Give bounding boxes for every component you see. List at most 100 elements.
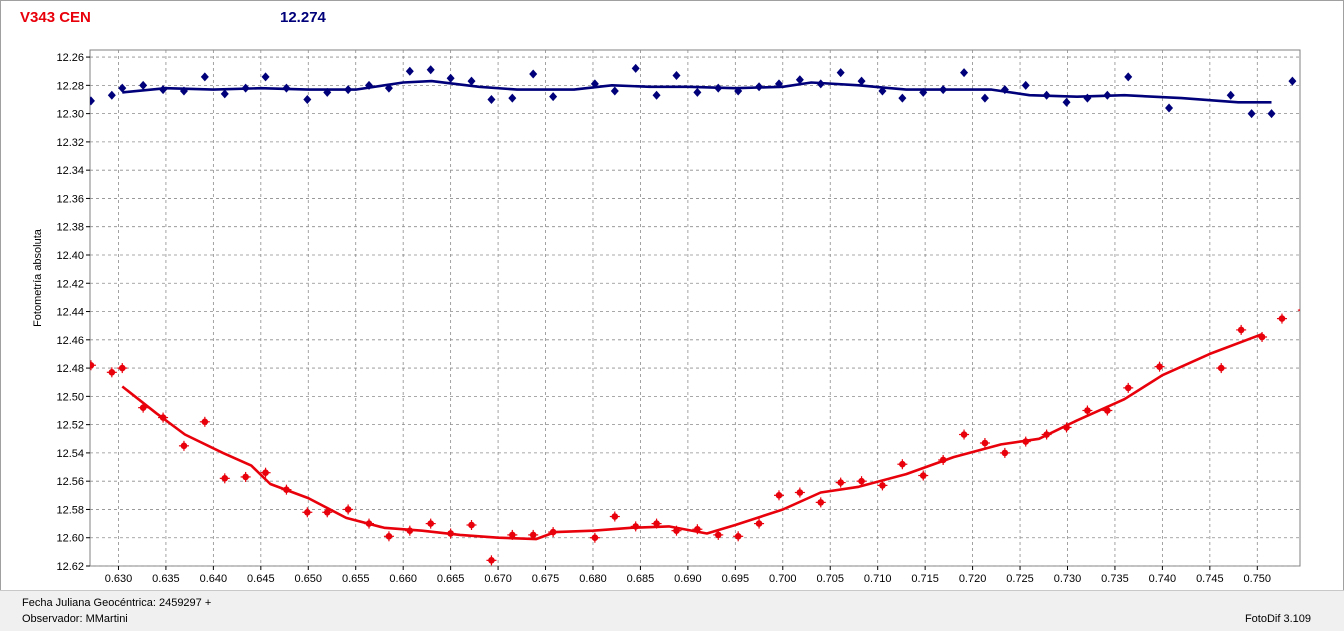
variable-point	[322, 507, 333, 518]
x-tick-label: 0.660	[389, 573, 417, 585]
comparison-point	[1103, 90, 1112, 100]
variable-point	[1020, 436, 1031, 447]
variable-point	[260, 467, 271, 478]
x-tick-label: 0.640	[200, 573, 228, 585]
variable-point	[302, 507, 313, 518]
comparison-point	[405, 66, 414, 76]
x-tick-label: 0.710	[864, 573, 892, 585]
x-tick-label: 0.630	[105, 573, 133, 585]
variable-point	[1236, 324, 1247, 335]
comparison-point	[467, 76, 476, 86]
comparison-point	[1165, 103, 1174, 113]
variable-point	[794, 487, 805, 498]
comparison-point	[344, 85, 353, 95]
x-tick-label: 0.670	[484, 573, 512, 585]
variable-point	[938, 454, 949, 465]
comparison-point	[139, 80, 148, 90]
comparison-point	[631, 63, 640, 73]
x-tick-label: 0.715	[911, 573, 939, 585]
comparison-point	[1267, 109, 1276, 119]
variable-point	[773, 490, 784, 501]
variable-point	[528, 529, 539, 540]
x-tick-label: 0.695	[722, 573, 750, 585]
light-curve-chart: 0.630 0.635 0.640 0.645 0.650 0.655 0.660 0.665…	[32, 49, 1317, 585]
star-name: V343 CEN	[20, 9, 91, 26]
variable-point	[835, 477, 846, 488]
comparison-point	[107, 90, 116, 100]
y-tick-label: 12.28	[56, 80, 84, 92]
variable-point	[1276, 313, 1287, 324]
y-tick-label: 12.26	[56, 52, 84, 64]
y-tick-label: 12.46	[56, 335, 84, 347]
variable-point	[466, 520, 477, 531]
y-tick-label: 12.62	[56, 561, 84, 573]
status-footer: Fecha Juliana Geocéntrica: 2459297 + Obs…	[0, 590, 1344, 631]
comparison-point	[1309, 96, 1317, 105]
variable-point	[138, 402, 149, 413]
plot-area	[89, 49, 1301, 567]
comparison-point	[795, 75, 804, 85]
variable-point	[1041, 429, 1052, 440]
comparison-point	[446, 73, 455, 83]
comparison-point	[734, 86, 743, 96]
variable-point	[815, 497, 826, 508]
comparison-point	[426, 65, 435, 75]
comparison-point	[652, 90, 661, 100]
variable-point	[959, 429, 970, 440]
variable-point	[364, 518, 375, 529]
variable-point	[425, 518, 436, 529]
y-tick-label: 12.50	[56, 391, 84, 403]
comparison-point	[549, 92, 558, 102]
variable-point	[178, 440, 189, 451]
comparison-point	[487, 94, 496, 104]
y-axis-label: Fotometría absoluta	[32, 228, 44, 327]
variable-point	[548, 527, 559, 538]
y-tick-label: 12.48	[56, 363, 84, 375]
x-tick-label: 0.665	[437, 573, 465, 585]
x-tick-label: 0.650	[295, 573, 323, 585]
variable-point	[713, 529, 724, 540]
comparison-point	[508, 93, 517, 103]
comparison-point	[980, 93, 989, 103]
comparison-point	[898, 93, 907, 103]
variable-point	[609, 511, 620, 522]
comparison-point	[200, 72, 209, 82]
variable-point	[897, 459, 908, 470]
variable-point	[106, 367, 117, 378]
variable-point	[1102, 405, 1113, 416]
variable-point	[856, 476, 867, 487]
x-tick-label: 0.690	[674, 573, 702, 585]
y-tick-label: 12.44	[56, 307, 84, 319]
comparison-trend-line	[122, 79, 1272, 104]
comparison-point	[282, 83, 291, 93]
variable-point	[754, 518, 765, 529]
comparison-point	[1000, 85, 1009, 95]
variable-point	[240, 471, 251, 482]
comparison-point	[179, 86, 188, 96]
comparison-point	[878, 86, 887, 96]
comparison-point	[960, 68, 969, 78]
comparison-point	[590, 79, 599, 89]
variable-point	[733, 531, 744, 542]
variable-point	[219, 473, 230, 484]
comparison-point	[1083, 93, 1092, 103]
comparison-point	[755, 82, 764, 92]
comparison-point	[1124, 72, 1133, 82]
comparison-point	[365, 80, 374, 90]
comparison-point	[1247, 109, 1256, 119]
x-tick-label: 0.685	[627, 573, 655, 585]
x-tick-label: 0.750	[1244, 573, 1272, 585]
y-tick-label: 12.36	[56, 193, 84, 205]
comparison-point	[610, 86, 619, 96]
y-tick-label: 12.54	[56, 448, 84, 460]
comparison-point	[693, 87, 702, 97]
y-tick-label: 12.42	[56, 278, 84, 290]
x-tick-label: 0.720	[959, 573, 987, 585]
observer-label: Observador: MMartini	[22, 613, 128, 625]
variable-point	[1123, 382, 1134, 393]
comparison-point	[323, 87, 332, 97]
comparison-point	[159, 85, 168, 95]
variable-point	[630, 521, 641, 532]
comparison-point	[1042, 90, 1051, 100]
comparison-point	[1021, 80, 1030, 90]
